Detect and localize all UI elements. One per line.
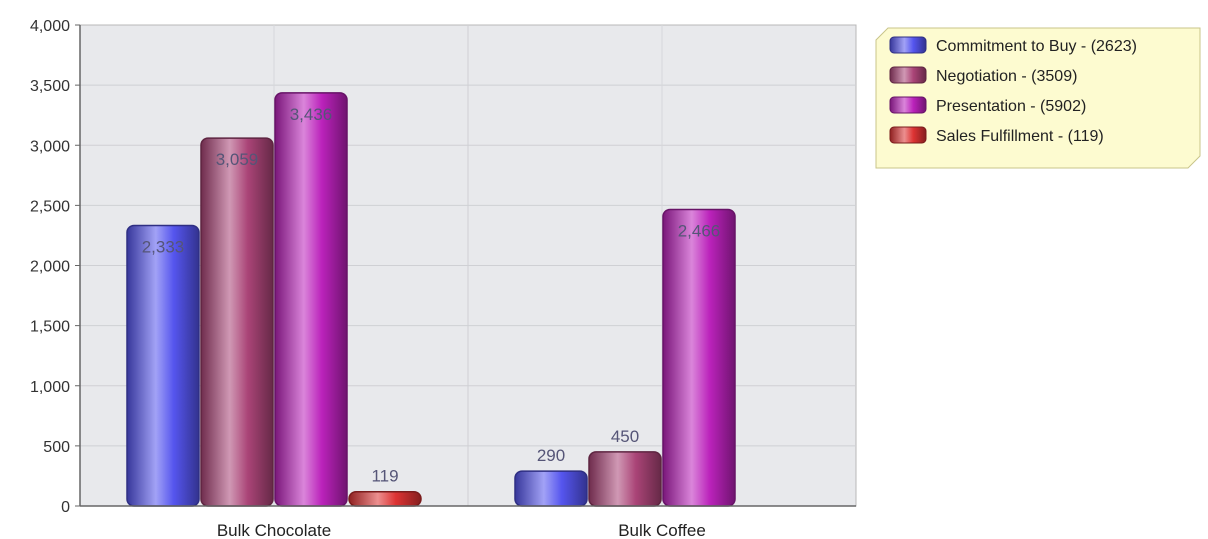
legend-entry: Presentation - (5902) bbox=[936, 98, 1086, 115]
legend-swatch bbox=[889, 96, 927, 114]
bar bbox=[274, 92, 348, 507]
y-tick-label: 0 bbox=[61, 499, 70, 516]
bar bbox=[126, 224, 200, 507]
y-axis-ticks: 0 500 1,000 1,500 2,000 2,500 3,000 3,500 4,000 bbox=[30, 18, 80, 516]
data-label: 2,333 bbox=[142, 237, 185, 256]
data-label: 2,466 bbox=[678, 221, 721, 240]
y-tick-label: 3,500 bbox=[30, 78, 70, 95]
legend-swatch bbox=[889, 126, 927, 144]
bar bbox=[662, 208, 736, 507]
legend-entry: Commitment to Buy - (2623) bbox=[936, 38, 1137, 55]
legend-entry: Negotiation - (3509) bbox=[936, 68, 1077, 85]
data-label: 3,436 bbox=[290, 105, 333, 124]
bar bbox=[514, 470, 588, 507]
legend: Commitment to Buy - (2623) Negotiation - … bbox=[875, 27, 1201, 169]
y-tick-label: 1,000 bbox=[30, 379, 70, 396]
legend-box bbox=[875, 27, 1201, 169]
data-label: 119 bbox=[371, 467, 398, 486]
data-label: 3,059 bbox=[216, 150, 259, 169]
y-tick-label: 4,000 bbox=[30, 18, 70, 35]
y-tick-label: 2,000 bbox=[30, 259, 70, 276]
bar bbox=[348, 490, 422, 507]
x-category-label: Bulk Coffee bbox=[618, 521, 706, 539]
y-tick-label: 3,000 bbox=[30, 138, 70, 155]
x-category-label: Bulk Chocolate bbox=[217, 521, 331, 539]
y-tick-label: 500 bbox=[43, 439, 70, 456]
bar bbox=[588, 451, 662, 507]
data-labels: 2,333 3,059 3,436 119 290 450 2,466 bbox=[142, 105, 721, 486]
y-tick-label: 2,500 bbox=[30, 198, 70, 215]
x-axis-categories: Bulk Chocolate Bulk Coffee bbox=[217, 521, 706, 539]
legend-swatch bbox=[889, 36, 927, 54]
legend-swatch bbox=[889, 66, 927, 84]
bar bbox=[200, 137, 274, 507]
legend-entry: Sales Fulfillment - (119) bbox=[936, 128, 1104, 145]
y-tick-label: 1,500 bbox=[30, 319, 70, 336]
data-label: 290 bbox=[537, 446, 565, 465]
data-label: 450 bbox=[611, 427, 639, 446]
bar-series bbox=[126, 92, 736, 507]
